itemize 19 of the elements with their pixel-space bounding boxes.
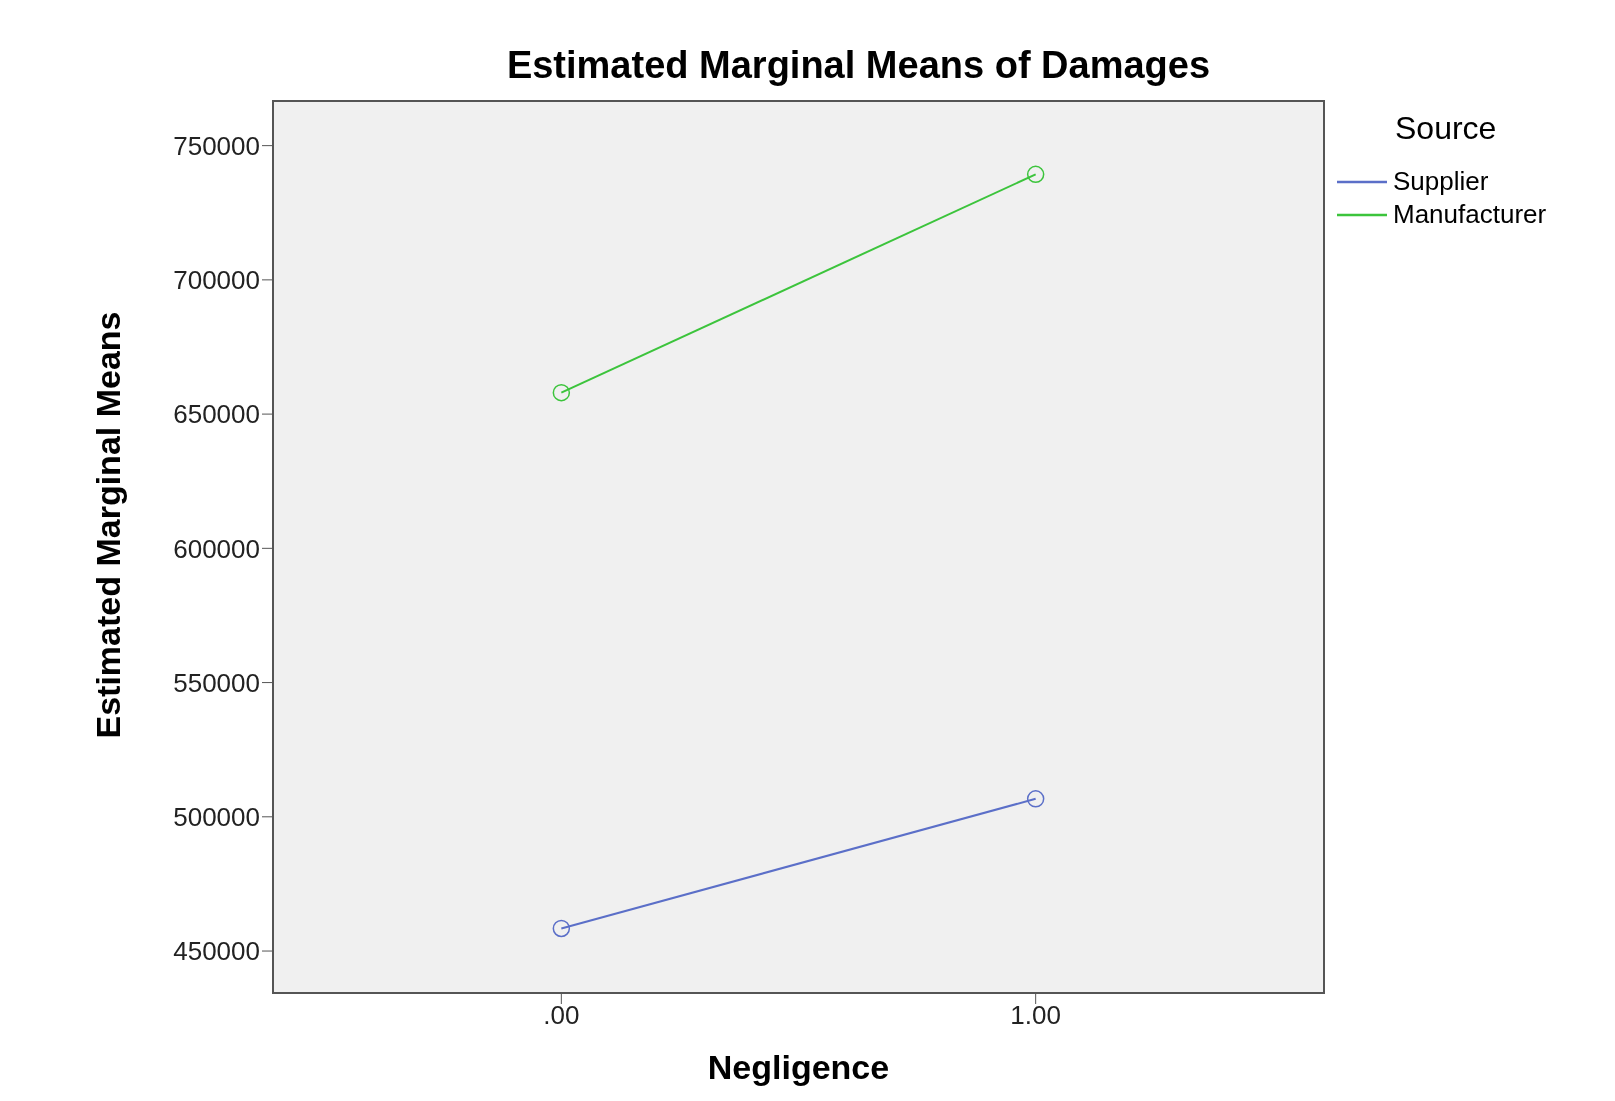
y-tick-label: 550000 [173, 667, 260, 698]
point [1026, 165, 1045, 184]
y-tick-label: 650000 [173, 399, 260, 430]
legend-label: Supplier [1393, 166, 1489, 197]
y-tick-label: 450000 [173, 936, 260, 967]
point [552, 919, 571, 938]
legend-title: Source [1395, 110, 1498, 147]
y-tick-label: 750000 [173, 130, 260, 161]
y-tick-label: 500000 [173, 802, 260, 833]
x-tick-label: .00 [543, 1000, 580, 1031]
point [552, 383, 571, 402]
x-axis-title: Negligence [706, 1048, 891, 1087]
y-tick-label: 700000 [173, 265, 260, 296]
chart-title: Estimated Marginal Means of Damages [505, 44, 1212, 87]
x-tick-label: 1.00 [1010, 1000, 1061, 1031]
y-tick-label: 600000 [173, 533, 260, 564]
y-axis-title: Estimated Marginal Means [88, 311, 128, 739]
legend-label: Manufacturer [1393, 199, 1547, 230]
point [1026, 790, 1045, 808]
